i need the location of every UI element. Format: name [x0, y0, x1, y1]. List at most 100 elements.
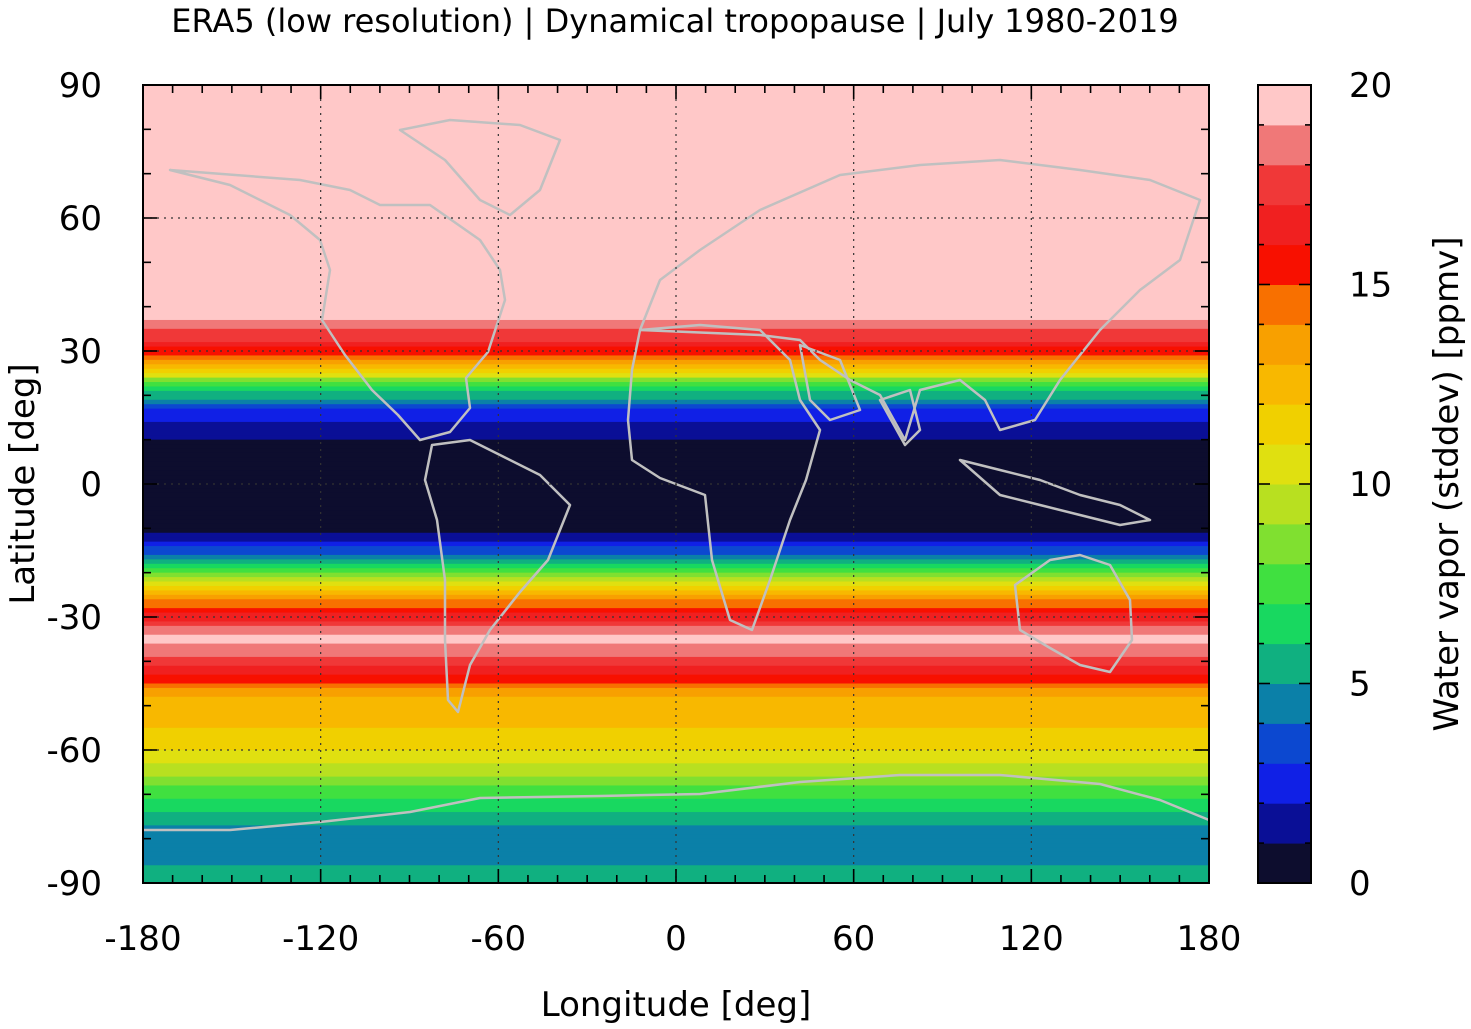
data-band — [143, 683, 1209, 689]
data-band — [143, 865, 1209, 871]
data-band — [143, 262, 1209, 268]
colorbar-level — [1258, 723, 1311, 764]
data-band — [143, 235, 1209, 241]
colorbar-level — [1258, 843, 1311, 884]
data-band — [143, 138, 1209, 144]
data-band — [143, 337, 1209, 343]
data-band — [143, 767, 1209, 773]
data-band — [143, 430, 1209, 436]
x-tick-label: 60 — [832, 919, 875, 959]
data-band — [143, 368, 1209, 374]
colorbar-tick-label: 5 — [1349, 665, 1371, 705]
y-axis-title: Latitude [deg] — [3, 363, 43, 604]
x-axis-tick-labels: -180 -120 -60 0 60 120 180 — [104, 919, 1241, 959]
data-band — [143, 275, 1209, 281]
data-band — [143, 834, 1209, 840]
axis-ticks — [142, 84, 1210, 884]
data-band — [143, 151, 1209, 157]
y-tick-label: 60 — [59, 199, 102, 239]
data-band — [143, 466, 1209, 472]
data-band — [143, 213, 1209, 219]
colorbar-tick-label: 10 — [1349, 465, 1392, 505]
data-band — [143, 240, 1209, 246]
y-tick-label: -90 — [46, 864, 102, 904]
coastline-europe-africa — [626, 323, 822, 632]
data-band — [143, 652, 1209, 658]
colorbar-level — [1258, 244, 1311, 285]
data-band — [143, 532, 1209, 538]
data-band — [143, 155, 1209, 161]
data-band — [143, 178, 1209, 184]
coastline-south-america — [423, 438, 572, 714]
y-tick-label: 90 — [59, 66, 102, 106]
data-band — [143, 359, 1209, 365]
colorbar-level — [1258, 364, 1311, 405]
data-band — [143, 519, 1209, 525]
data-band — [143, 253, 1209, 259]
data-band — [143, 204, 1209, 210]
data-band — [143, 355, 1209, 361]
data-band — [143, 696, 1209, 702]
data-band — [143, 408, 1209, 414]
coastline-antarctica — [143, 773, 1209, 832]
data-band — [143, 271, 1209, 277]
data-band — [143, 807, 1209, 813]
data-band — [143, 723, 1209, 729]
data-band — [143, 120, 1209, 126]
data-band — [143, 395, 1209, 401]
colorbar-level — [1258, 643, 1311, 684]
data-band — [143, 421, 1209, 427]
colorbar-level — [1258, 523, 1311, 565]
data-band — [143, 847, 1209, 853]
x-tick-label: 120 — [999, 919, 1064, 959]
colorbar-level — [1258, 324, 1311, 365]
data-band — [143, 577, 1209, 583]
data-band — [143, 107, 1209, 113]
data-band — [143, 634, 1209, 640]
data-band — [143, 843, 1209, 849]
data-band — [143, 781, 1209, 787]
data-band — [143, 142, 1209, 148]
data-band — [143, 701, 1209, 707]
data-band — [143, 856, 1209, 862]
data-band — [143, 554, 1209, 560]
data-band — [143, 585, 1209, 591]
data-band — [143, 603, 1209, 609]
data-band — [143, 169, 1209, 175]
data-band — [143, 382, 1209, 388]
data-band — [143, 599, 1209, 605]
colorbar-level — [1258, 763, 1311, 804]
data-band — [143, 736, 1209, 742]
data-band — [143, 758, 1209, 764]
coastlines — [143, 118, 1209, 832]
x-tick-label: -120 — [282, 919, 359, 959]
colorbar-title: Water vapor (stddev) [ppmv] — [1427, 237, 1467, 732]
data-band — [143, 501, 1209, 507]
data-band — [143, 829, 1209, 835]
data-band — [143, 670, 1209, 676]
data-band — [143, 563, 1209, 569]
data-band — [143, 506, 1209, 512]
data-band — [143, 612, 1209, 618]
data-band — [143, 710, 1209, 716]
x-tick-label: 180 — [1177, 919, 1242, 959]
data-band — [143, 648, 1209, 654]
data-band — [143, 803, 1209, 809]
data-band — [143, 311, 1209, 317]
y-tick-label: -60 — [46, 731, 102, 771]
x-tick-label: -180 — [104, 919, 181, 959]
data-band — [143, 661, 1209, 667]
data-band — [143, 191, 1209, 197]
x-tick-label: -60 — [471, 919, 527, 959]
data-band — [143, 754, 1209, 760]
y-tick-label: 30 — [59, 332, 102, 372]
plot-area — [143, 85, 1209, 883]
data-band — [143, 297, 1209, 303]
coastline-north-america — [168, 168, 507, 442]
data-band — [143, 346, 1209, 352]
y-tick-label: 0 — [80, 465, 102, 505]
grid-lines — [143, 85, 1209, 883]
data-band — [143, 284, 1209, 290]
data-band — [143, 102, 1209, 108]
data-band — [143, 373, 1209, 379]
